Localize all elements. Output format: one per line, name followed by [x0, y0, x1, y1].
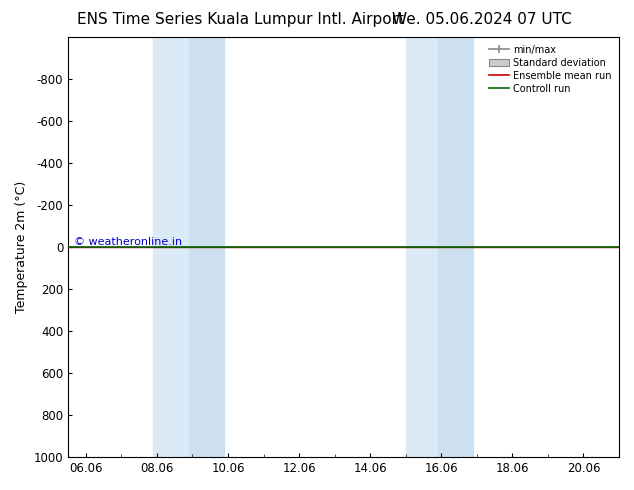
Bar: [153, 37, 189, 457]
Bar: [406, 37, 437, 457]
Text: ENS Time Series Kuala Lumpur Intl. Airport: ENS Time Series Kuala Lumpur Intl. Airpo…: [77, 12, 404, 27]
Bar: [189, 37, 224, 457]
Bar: [437, 37, 473, 457]
Text: We. 05.06.2024 07 UTC: We. 05.06.2024 07 UTC: [392, 12, 572, 27]
Legend: min/max, Standard deviation, Ensemble mean run, Controll run: min/max, Standard deviation, Ensemble me…: [486, 42, 614, 97]
Y-axis label: Temperature 2m (°C): Temperature 2m (°C): [15, 181, 28, 313]
Text: © weatheronline.in: © weatheronline.in: [74, 237, 182, 247]
